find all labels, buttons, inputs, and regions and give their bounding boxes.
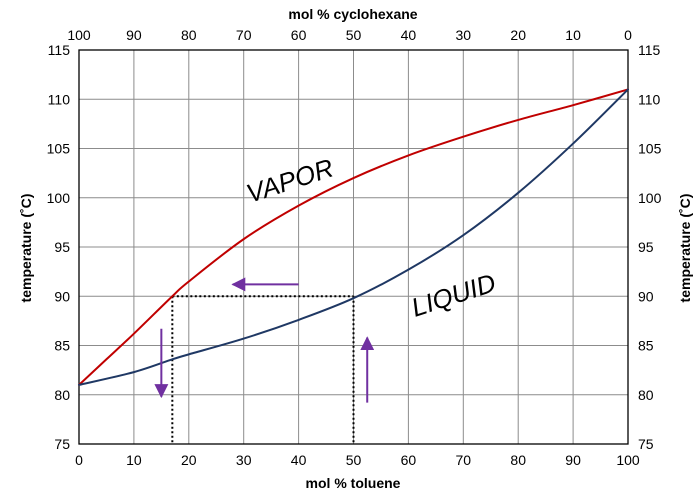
top-axis-title: mol % cyclohexane bbox=[288, 6, 417, 22]
top-tick-label: 70 bbox=[236, 27, 252, 43]
top-tick-label: 90 bbox=[126, 27, 142, 43]
y-tick-label-left: 75 bbox=[54, 436, 70, 452]
series-line-vapor bbox=[78, 88, 629, 386]
x-tick-label: 100 bbox=[616, 452, 640, 468]
x-axis-title: mol % toluene bbox=[306, 475, 401, 491]
y-tick-label-right: 85 bbox=[638, 338, 654, 354]
y-tick-label-left: 90 bbox=[54, 288, 70, 304]
y-tick-label-left: 110 bbox=[48, 91, 71, 107]
y-tick-label-right: 75 bbox=[638, 436, 654, 452]
x-tick-label: 40 bbox=[291, 452, 307, 468]
y-tick-label-left: 100 bbox=[47, 190, 71, 206]
direction-arrows bbox=[154, 277, 375, 403]
x-tick-label: 30 bbox=[236, 452, 252, 468]
series-curves bbox=[78, 88, 629, 386]
y-tick-label-right: 80 bbox=[638, 387, 654, 403]
x-tick-label: 70 bbox=[456, 452, 472, 468]
y-axis-title-right: temperature (˚C) bbox=[677, 194, 693, 303]
y-tick-label-left: 105 bbox=[47, 141, 71, 157]
y-tick-label-right: 90 bbox=[638, 288, 654, 304]
top-tick-label: 50 bbox=[346, 27, 362, 43]
top-tick-label: 30 bbox=[456, 27, 472, 43]
x-tick-label: 80 bbox=[510, 452, 526, 468]
top-tick-label: 0 bbox=[624, 27, 632, 43]
x-tick-label: 10 bbox=[126, 452, 142, 468]
y-tick-label-left: 115 bbox=[48, 42, 71, 58]
top-tick-label: 60 bbox=[291, 27, 307, 43]
vapor-region-label: VAPOR bbox=[243, 152, 337, 208]
y-tick-label-right: 105 bbox=[638, 141, 662, 157]
x-tick-label: 20 bbox=[181, 452, 197, 468]
x-tick-label: 60 bbox=[401, 452, 417, 468]
y-tick-label-right: 110 bbox=[638, 91, 661, 107]
y-tick-label-right: 100 bbox=[638, 190, 662, 206]
top-tick-label: 40 bbox=[401, 27, 417, 43]
top-tick-label: 20 bbox=[510, 27, 526, 43]
plot-frame bbox=[78, 49, 629, 445]
y-axis-title-left: temperature (˚C) bbox=[18, 194, 34, 303]
y-tick-label-left: 80 bbox=[54, 387, 70, 403]
x-tick-label: 0 bbox=[75, 452, 83, 468]
x-tick-label: 50 bbox=[346, 452, 362, 468]
top-tick-label: 100 bbox=[67, 27, 91, 43]
y-tick-label-left: 95 bbox=[54, 239, 70, 255]
guide-lines bbox=[171, 295, 355, 444]
x-tick-label: 90 bbox=[565, 452, 581, 468]
y-tick-label-right: 115 bbox=[638, 42, 661, 58]
grid-lines bbox=[78, 49, 629, 445]
y-tick-label-left: 85 bbox=[54, 338, 70, 354]
top-tick-label: 10 bbox=[565, 27, 581, 43]
top-tick-label: 80 bbox=[181, 27, 197, 43]
series-line-liquid bbox=[78, 88, 629, 386]
liquid-region-label: LIQUID bbox=[408, 267, 500, 322]
y-tick-label-right: 95 bbox=[638, 239, 654, 255]
